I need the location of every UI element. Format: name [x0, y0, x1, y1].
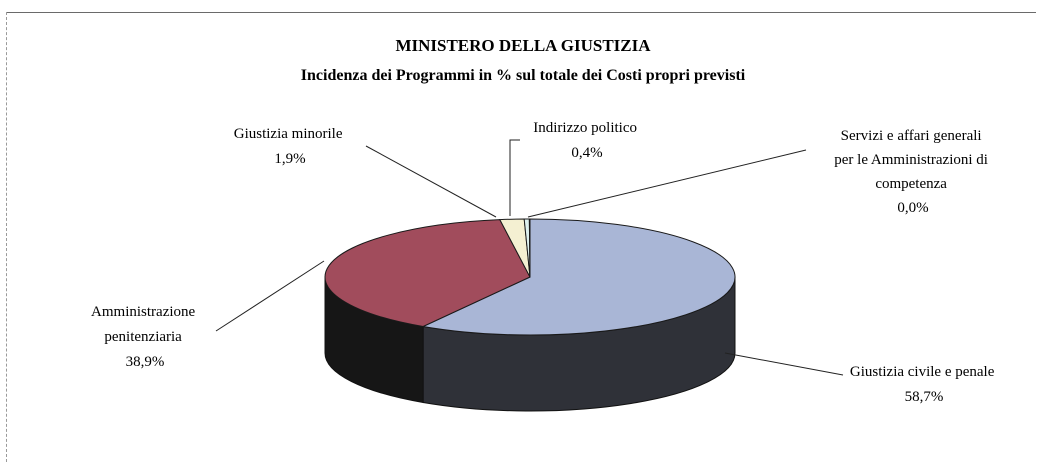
leader-line-indirizzo-politico	[509, 139, 520, 216]
frame-top-border	[6, 12, 1036, 13]
leader-line-giustizia-minorile	[365, 145, 497, 218]
leader-line-giustizia-civile-penale	[724, 352, 844, 376]
leader-line-servizi-affari-generali	[527, 149, 807, 218]
pie-slice-giustizia-civile-e-penale	[421, 218, 736, 336]
chart-title: MINISTERO DELLA GIUSTIZIA	[395, 36, 651, 55]
pie-tops	[324, 218, 736, 336]
label-giustizia-minorile: Giustizia minorile 1,9%	[234, 126, 346, 167]
leader-lines	[215, 139, 844, 376]
label-servizi-affari-generali: Servizi e affari generali per le Amminis…	[834, 128, 991, 216]
leader-line-amministrazione-penitenziaria	[215, 260, 325, 332]
pie-slice-amministrazione-penitenziaria	[324, 219, 531, 328]
chart-subtitle: Incidenza dei Programmi in % sul totale …	[301, 67, 746, 84]
frame-left-border	[6, 12, 7, 462]
label-indirizzo-politico: Indirizzo politico 0,4%	[533, 120, 640, 161]
pie-sides	[324, 276, 736, 412]
label-amministrazione-penitenziaria: Amministrazione penitenziaria 38,9%	[91, 304, 199, 370]
pie-slice-servizi-e-affari-generali-per-le-amministrazioni-di-competenza	[528, 218, 531, 278]
label-giustizia-civile-penale: Giustizia civile e penale 58,7%	[850, 364, 998, 405]
